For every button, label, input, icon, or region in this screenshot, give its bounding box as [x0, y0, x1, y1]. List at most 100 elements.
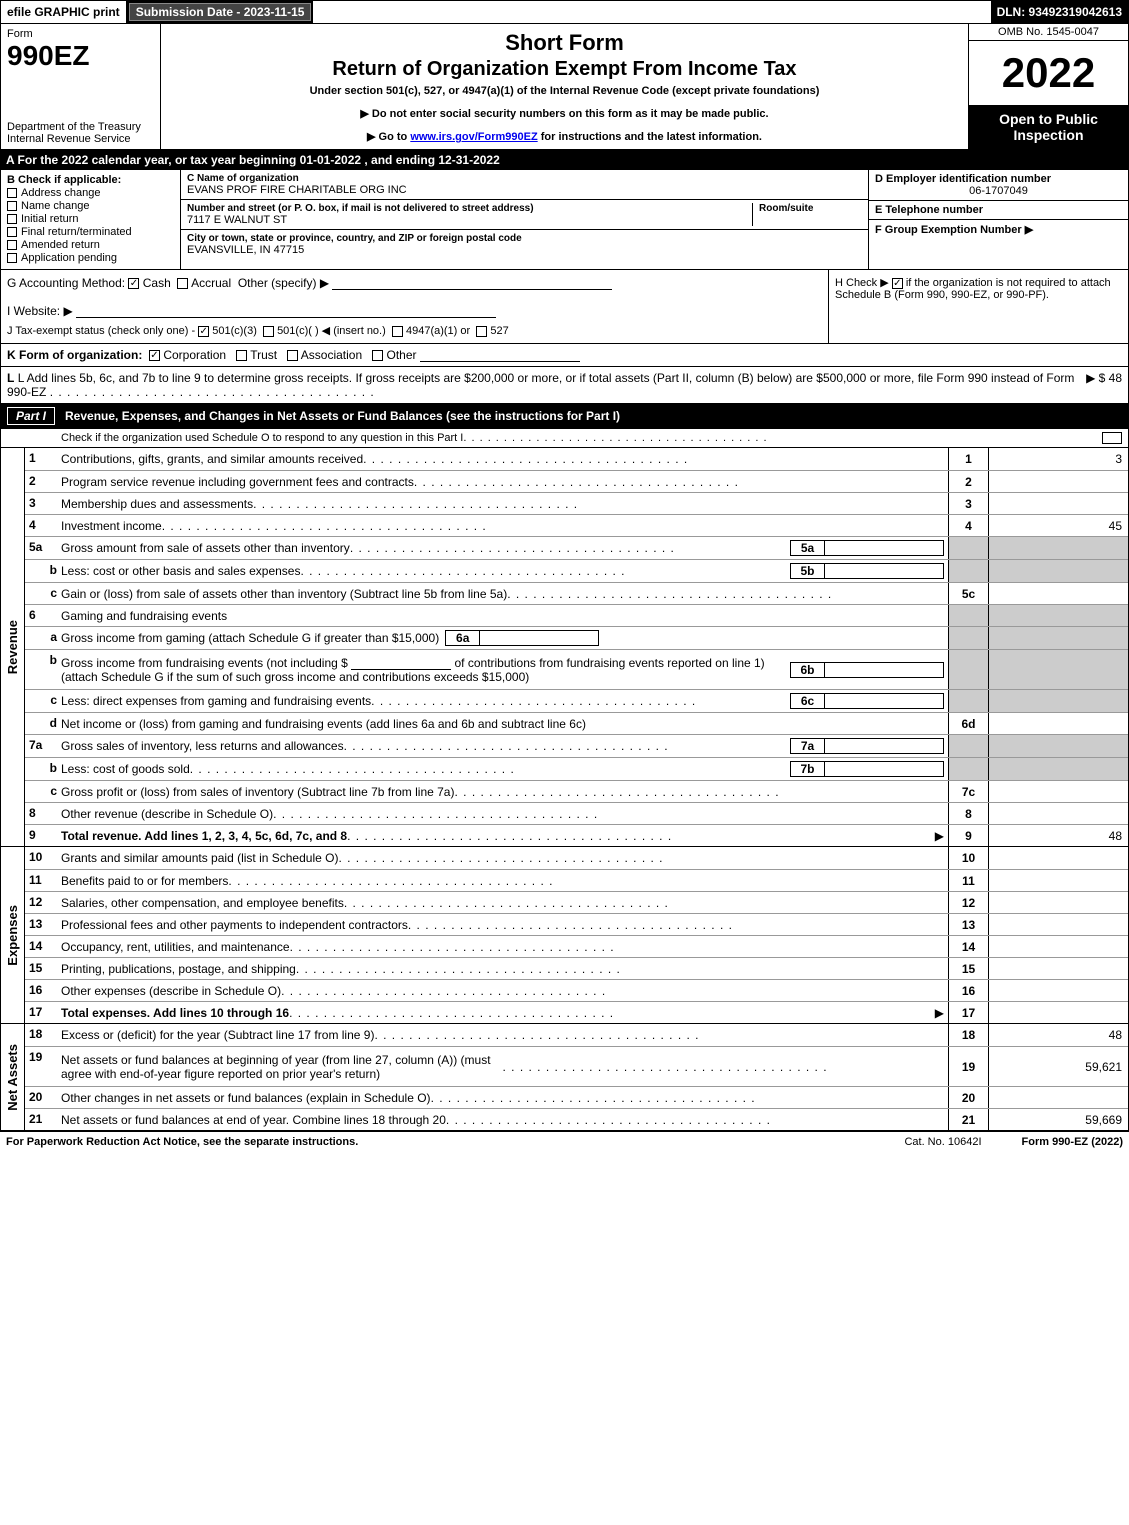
line-17-colnum: 17: [948, 1002, 988, 1023]
line-3-desc: Membership dues and assessments: [61, 497, 253, 511]
g-other-field[interactable]: [332, 276, 612, 290]
j-4947-label: 4947(a)(1) or: [406, 325, 470, 337]
line-10-desc: Grants and similar amounts paid (list in…: [61, 851, 338, 865]
line-11-colnum: 11: [948, 870, 988, 891]
line-17: 17 Total expenses. Add lines 10 through …: [25, 1001, 1128, 1023]
j-501c3-label: 501(c)(3): [212, 325, 257, 337]
line-11-val: [988, 870, 1128, 891]
city-value: EVANSVILLE, IN 47715: [187, 244, 862, 256]
dots: [296, 962, 944, 976]
chk-address-change[interactable]: Address change: [7, 187, 174, 199]
part-i-sub-checkbox[interactable]: [1102, 432, 1122, 444]
chk-501c3[interactable]: [198, 326, 209, 337]
chk-h[interactable]: [892, 278, 903, 289]
dots: [162, 519, 944, 533]
chk-label-address-change: Address change: [21, 187, 101, 199]
part-i-header: Part I Revenue, Expenses, and Changes in…: [0, 404, 1129, 429]
expenses-vlabel-text: Expenses: [5, 905, 20, 966]
k-corp-label: Corporation: [163, 348, 226, 362]
line-1-desc: Contributions, gifts, grants, and simila…: [61, 452, 363, 466]
line-7b-colnum: [948, 758, 988, 780]
sub-5a-val: [824, 540, 944, 556]
chk-amended-return[interactable]: Amended return: [7, 239, 174, 251]
line-6d-desc: Net income or (loss) from gaming and fun…: [61, 717, 586, 731]
line-6a-colnum: [948, 627, 988, 649]
chk-label-final-return: Final return/terminated: [21, 226, 132, 238]
line-20-desc: Other changes in net assets or fund bala…: [61, 1091, 431, 1105]
chk-final-return[interactable]: Final return/terminated: [7, 226, 174, 238]
address-value: 7117 E WALNUT ST: [187, 214, 752, 226]
chk-accrual[interactable]: [177, 278, 188, 289]
form-code: 990EZ: [7, 40, 154, 72]
city-label: City or town, state or province, country…: [187, 233, 862, 244]
line-7c-val: [988, 781, 1128, 802]
header-left: Form 990EZ Department of the Treasury In…: [1, 24, 161, 149]
dept-label: Department of the Treasury Internal Reve…: [7, 121, 154, 145]
row-g: G Accounting Method: Cash Accrual Other …: [7, 276, 822, 290]
line-5a-desc: Gross amount from sale of assets other t…: [61, 541, 350, 555]
row-k: K Form of organization: Corporation Trus…: [0, 344, 1129, 367]
chk-initial-return[interactable]: Initial return: [7, 213, 174, 225]
submission-date-button[interactable]: Submission Date - 2023-11-15: [129, 3, 312, 21]
line-11-desc: Benefits paid to or for members: [61, 874, 228, 888]
line-7a: 7a Gross sales of inventory, less return…: [25, 734, 1128, 757]
col-c-org-info: C Name of organization EVANS PROF FIRE C…: [181, 170, 868, 269]
line-11-num: 11: [25, 870, 61, 891]
revenue-vlabel-text: Revenue: [5, 620, 20, 674]
k-other-field[interactable]: [420, 348, 580, 362]
dots: [371, 694, 784, 708]
line-6d-colnum: 6d: [948, 713, 988, 734]
irs-link[interactable]: www.irs.gov/Form990EZ: [410, 131, 537, 143]
website-field[interactable]: [76, 304, 496, 318]
row-h: H Check ▶ if the organization is not req…: [828, 270, 1128, 343]
chk-trust[interactable]: [236, 350, 247, 361]
line-1: 1 Contributions, gifts, grants, and simi…: [25, 448, 1128, 470]
line-21-val: 59,669: [988, 1109, 1128, 1130]
chk-application-pending[interactable]: Application pending: [7, 252, 174, 264]
line-14-val: [988, 936, 1128, 957]
chk-other[interactable]: [372, 350, 383, 361]
line-7c-num: c: [25, 781, 61, 802]
line-7a-desc: Gross sales of inventory, less returns a…: [61, 739, 344, 753]
j-note: (check only one) -: [108, 325, 195, 337]
line-9-colnum: 9: [948, 825, 988, 846]
short-form-title: Short Form: [171, 30, 958, 56]
g-cash-label: Cash: [143, 276, 171, 290]
chk-501c[interactable]: [263, 326, 274, 337]
chk-527[interactable]: [476, 326, 487, 337]
chk-cash[interactable]: [128, 278, 139, 289]
line-18-desc: Excess or (deficit) for the year (Subtra…: [61, 1028, 374, 1042]
expenses-vlabel: Expenses: [1, 847, 25, 1023]
line-18-num: 18: [25, 1024, 61, 1046]
ein-value: 06-1707049: [875, 185, 1122, 197]
line-5c: c Gain or (loss) from sale of assets oth…: [25, 582, 1128, 604]
chk-corporation[interactable]: [149, 350, 160, 361]
sub-6a-val: [479, 630, 599, 646]
line-6: 6 Gaming and fundraising events: [25, 604, 1128, 626]
chk-association[interactable]: [287, 350, 298, 361]
address-row: Number and street (or P. O. box, if mail…: [181, 200, 868, 230]
line-13-colnum: 13: [948, 914, 988, 935]
line-20-num: 20: [25, 1087, 61, 1108]
line-5a-num: 5a: [25, 537, 61, 559]
line-10-val: [988, 847, 1128, 869]
subtitle: Under section 501(c), 527, or 4947(a)(1)…: [171, 85, 958, 97]
line-5c-desc: Gain or (loss) from sale of assets other…: [61, 587, 507, 601]
line-2-val: [988, 471, 1128, 492]
note2-pre: ▶ Go to: [367, 131, 410, 143]
line-6b-amount-field[interactable]: [351, 656, 451, 670]
ein-row: D Employer identification number 06-1707…: [869, 170, 1128, 201]
line-16-num: 16: [25, 980, 61, 1001]
j-501c-label: 501(c)( ) ◀ (insert no.): [277, 325, 386, 337]
line-4: 4 Investment income 4 45: [25, 514, 1128, 536]
line-4-colnum: 4: [948, 515, 988, 536]
form-header: Form 990EZ Department of the Treasury In…: [0, 24, 1129, 150]
chk-name-change[interactable]: Name change: [7, 200, 174, 212]
efile-print-label[interactable]: efile GRAPHIC print: [1, 1, 127, 23]
dots: [350, 541, 784, 555]
line-21-num: 21: [25, 1109, 61, 1130]
revenue-grid: Revenue 1 Contributions, gifts, grants, …: [0, 448, 1129, 847]
note-1: ▶ Do not enter social security numbers o…: [171, 107, 958, 120]
chk-4947[interactable]: [392, 326, 403, 337]
line-11: 11 Benefits paid to or for members 11: [25, 869, 1128, 891]
